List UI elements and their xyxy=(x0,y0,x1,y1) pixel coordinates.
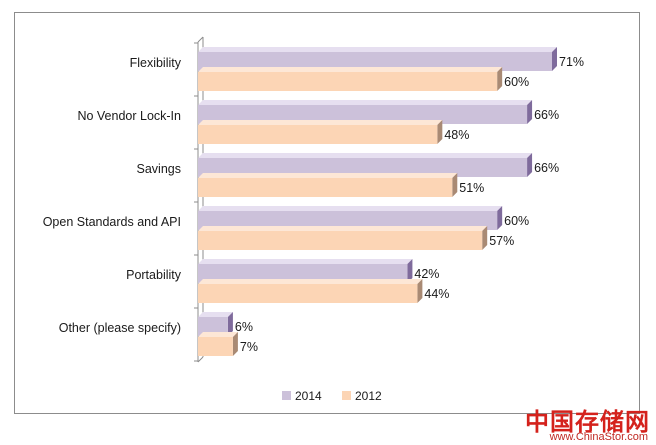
axis-wall-top xyxy=(197,36,204,43)
bar-2012-6 xyxy=(198,332,238,356)
bar-2014-1-front xyxy=(198,52,552,71)
bar-2012-2 xyxy=(198,120,443,144)
bar-2014-3-side xyxy=(527,153,533,177)
bar-2012-6-side xyxy=(232,332,238,356)
bar-2014-3-top xyxy=(198,153,533,158)
bar-2014-4-top xyxy=(198,206,503,211)
data-label-2014: 66% xyxy=(534,108,559,122)
bar-2012-3-side xyxy=(452,173,458,197)
bar-2012-5-top xyxy=(198,279,423,284)
legend-swatch-2012 xyxy=(342,391,351,400)
bar-2014-4-front xyxy=(198,211,498,230)
bar-2014-3-front xyxy=(198,158,528,177)
bar-2014-2-top xyxy=(198,100,533,105)
bar-2014-2-front xyxy=(198,105,528,124)
labels-layer: Flexibility 71% 60% No Vendor Lock-In 66% 48%… xyxy=(43,55,584,354)
bar-2012-6-front xyxy=(198,337,233,356)
bar-2014-1-top xyxy=(198,47,557,52)
category-label: Other (please specify) xyxy=(59,321,181,335)
data-label-2012: 48% xyxy=(444,128,469,142)
bar-2014-5-top xyxy=(198,259,413,264)
legend-label-2012: 2012 xyxy=(355,389,382,403)
watermark-url: www.ChinaStor.com xyxy=(549,431,648,443)
bar-2012-1-front xyxy=(198,72,498,91)
data-label-2014: 60% xyxy=(504,214,529,228)
axis-wall-bottom xyxy=(197,356,204,363)
bar-2012-6-top xyxy=(198,332,238,337)
watermark-logo-text: 中国存储网 xyxy=(525,408,650,436)
bar-2014-2-side xyxy=(527,100,533,124)
bar-2012-4 xyxy=(198,226,488,250)
data-label-2012: 60% xyxy=(504,75,529,89)
bar-2012-2-top xyxy=(198,120,443,125)
bar-2012-1-side xyxy=(497,67,503,91)
bar-2014-6-side xyxy=(227,312,233,336)
data-label-2014: 42% xyxy=(414,267,439,281)
bar-2014-4 xyxy=(198,206,503,230)
bar-2014-2 xyxy=(198,100,533,124)
bar-2012-2-side xyxy=(437,120,443,144)
bar-2014-5 xyxy=(198,259,413,283)
legend-label-2014: 2014 xyxy=(295,389,322,403)
bar-2012-1 xyxy=(198,67,503,91)
bar-2014-6 xyxy=(198,312,233,336)
category-label: Portability xyxy=(126,268,182,282)
data-label-2012: 44% xyxy=(424,287,449,301)
bar-2014-5-side xyxy=(407,259,413,283)
bar-2012-5 xyxy=(198,279,423,303)
category-label: Flexibility xyxy=(130,56,182,70)
bar-2014-1-side xyxy=(552,47,557,71)
data-label-2012: 57% xyxy=(489,234,514,248)
bar-2014-4-side xyxy=(497,206,503,230)
bar-2012-5-front xyxy=(198,284,418,303)
bar-2012-3 xyxy=(198,173,458,197)
bar-2012-3-top xyxy=(198,173,458,178)
bar-2012-4-top xyxy=(198,226,488,231)
bar-2012-1-top xyxy=(198,67,503,72)
data-label-2012: 7% xyxy=(240,340,258,354)
bar-2012-5-side xyxy=(417,279,423,303)
bar-2012-4-front xyxy=(198,231,483,250)
bar-2014-5-front xyxy=(198,264,408,283)
bar-2012-2-front xyxy=(198,125,438,144)
bar-2014-1 xyxy=(198,47,557,71)
data-label-2014: 6% xyxy=(235,320,253,334)
legend: 2014 2012 xyxy=(282,389,382,403)
bar-2012-4-side xyxy=(482,226,488,250)
bar-2014-6-top xyxy=(198,312,233,317)
bar-2014-6-front xyxy=(198,317,228,336)
category-label: Savings xyxy=(137,162,181,176)
data-label-2012: 51% xyxy=(459,181,484,195)
category-label: Open Standards and API xyxy=(43,215,181,229)
data-label-2014: 66% xyxy=(534,161,559,175)
data-label-2014: 71% xyxy=(559,55,584,69)
watermark: 中国存储网 www.ChinaStor.com xyxy=(520,402,656,445)
bar-2012-3-front xyxy=(198,178,453,197)
category-label: No Vendor Lock-In xyxy=(77,109,181,123)
bars-layer xyxy=(198,47,557,356)
legend-swatch-2014 xyxy=(282,391,291,400)
bar-2014-3 xyxy=(198,153,533,177)
